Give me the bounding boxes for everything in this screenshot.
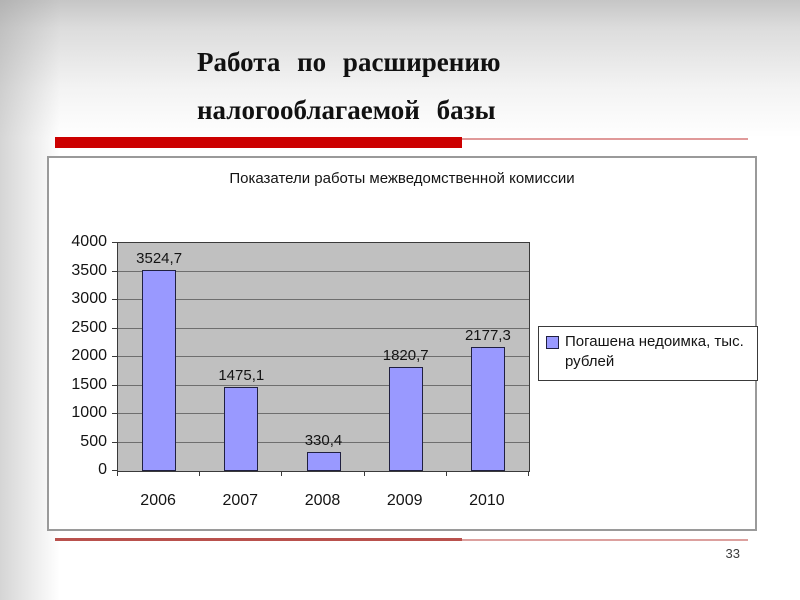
- bar-value-label: 1820,7: [382, 347, 429, 365]
- gridline: [118, 327, 529, 329]
- y-tick-mark: [112, 470, 117, 471]
- y-tick-label: 3000: [71, 290, 107, 307]
- y-tick-label: 3500: [71, 261, 107, 279]
- chart-legend: Погашена недоимка, тыс. рублей: [538, 326, 758, 381]
- x-tick-mark: [199, 471, 201, 476]
- y-tick-mark: [112, 356, 117, 357]
- bar-value-label: 1475,1: [218, 366, 265, 384]
- bar-value-label: 330,4: [304, 432, 343, 450]
- y-tick-mark: [112, 384, 117, 386]
- x-category-label: 2009: [386, 492, 423, 509]
- gridline: [118, 413, 529, 414]
- gridline: [118, 384, 529, 386]
- y-tick-label: 500: [80, 432, 107, 450]
- bar-2009: [388, 367, 423, 471]
- y-tick-mark: [112, 441, 117, 443]
- x-tick-mark: [528, 471, 529, 476]
- slide-title-line-1: Работа по расширению: [197, 47, 501, 77]
- chart-title: Показатели работы межведомственной комис…: [229, 170, 575, 187]
- gridline: [118, 270, 529, 272]
- bar-2008: [306, 452, 341, 471]
- gridline: [118, 299, 529, 300]
- gridline: [118, 441, 529, 443]
- x-tick-mark: [281, 471, 283, 476]
- y-tick-label: 2000: [71, 347, 107, 364]
- footer-divider-thick: [55, 538, 462, 541]
- bar-value-label: 3524,7: [136, 250, 183, 268]
- x-tick-mark: [117, 471, 118, 476]
- y-tick-mark: [112, 327, 117, 329]
- y-tick-mark: [112, 299, 117, 300]
- x-tick-mark: [363, 471, 365, 476]
- bar-value-label: 2177,3: [464, 326, 511, 344]
- x-category-label: 2007: [222, 492, 259, 509]
- y-tick-mark: [112, 242, 117, 243]
- legend-series-marker-icon: [546, 336, 559, 349]
- bar-2007: [224, 386, 259, 471]
- title-underline-accent-bar: [55, 137, 462, 148]
- y-tick-label: 4000: [71, 233, 107, 250]
- legend-series-label: Погашена недоимка, тыс. рублей: [565, 333, 744, 370]
- y-tick-label: 0: [98, 461, 107, 478]
- slide-title-line-2: налогооблагаемой базы: [197, 95, 496, 125]
- y-tick-label: 1000: [71, 404, 107, 421]
- chart-frame: Показатели работы межведомственной комис…: [47, 156, 758, 531]
- plot-area: 3524,7 1475,1 330,4 1820,7 2177,3: [117, 242, 530, 472]
- page-number: 33: [725, 546, 740, 561]
- slide-title: Работа по расширению налогооблагаемой ба…: [197, 38, 617, 134]
- x-category-label: 2008: [304, 492, 341, 509]
- x-category-label: 2010: [469, 492, 505, 509]
- bar-2010: [470, 346, 505, 471]
- y-tick-mark: [112, 413, 117, 414]
- x-category-label: 2006: [140, 492, 176, 509]
- y-tick-label: 2500: [71, 318, 107, 336]
- y-tick-label: 1500: [71, 375, 107, 393]
- gridline: [118, 356, 529, 357]
- bar-2006: [142, 270, 177, 471]
- y-tick-mark: [112, 270, 117, 272]
- x-tick-mark: [445, 471, 447, 476]
